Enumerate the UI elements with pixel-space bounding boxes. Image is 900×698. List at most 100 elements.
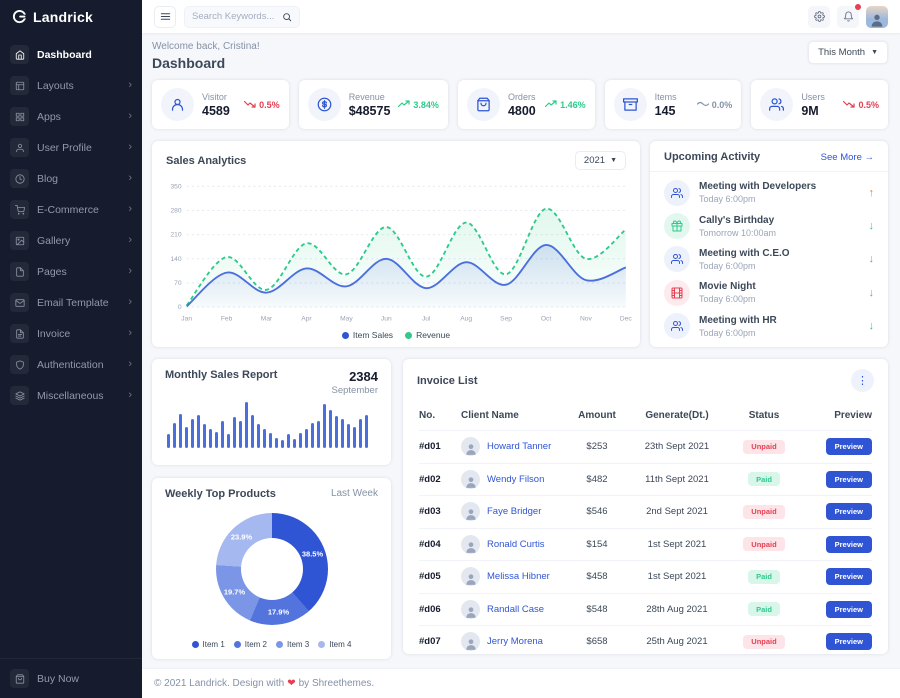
client-name-link[interactable]: Melissa Hibner: [487, 571, 550, 583]
invoice-more-button[interactable]: ⋮: [851, 369, 874, 392]
sidebar-item-user-profile[interactable]: User Profile ›: [0, 134, 142, 161]
preview-button[interactable]: Preview: [825, 633, 872, 651]
status-badge: Unpaid: [743, 504, 785, 519]
sales-analytics-card: Sales Analytics 2021 ▼ 350 280 210 140 70 0 Ja…: [152, 141, 640, 347]
client-name-link[interactable]: Faye Bridger: [487, 506, 542, 518]
year-select[interactable]: 2021 ▼: [574, 151, 626, 170]
chevron-right-icon: ›: [128, 172, 132, 184]
mail-icon: [10, 293, 29, 312]
stat-card-users[interactable]: Users 9M 0.5%: [751, 80, 888, 129]
sidebar-item-invoice[interactable]: Invoice ›: [0, 320, 142, 347]
legend-dot: [341, 331, 349, 339]
sales-bar: [197, 414, 200, 448]
chevron-right-icon: ›: [128, 358, 132, 370]
sales-bar: [293, 438, 296, 448]
preview-button[interactable]: Preview: [825, 503, 872, 521]
invoice-row-d02: #d02 Wendy Filson $482 11th Sept 2021 Pa…: [419, 462, 872, 496]
search-icon[interactable]: [282, 12, 292, 22]
year-select-value: 2021: [583, 155, 606, 166]
legend-item-item-sales[interactable]: Item Sales: [341, 330, 393, 340]
trend-down-icon: [244, 100, 256, 110]
users-icon: [664, 313, 690, 340]
buy-now-button[interactable]: Buy Now: [0, 658, 142, 698]
sidebar-item-label: Invoice: [37, 327, 71, 340]
activity-title: Movie Night: [699, 281, 756, 293]
sidebar-item-gallery[interactable]: Gallery ›: [0, 227, 142, 254]
svg-text:Dec: Dec: [620, 316, 632, 323]
cart-icon: [10, 200, 29, 219]
sidebar-item-email-template[interactable]: Email Template ›: [0, 289, 142, 316]
donut-slice-label: 19.7%: [223, 587, 246, 597]
legend-item-item-2[interactable]: Item 2: [233, 640, 267, 649]
svg-text:Jul: Jul: [422, 316, 431, 323]
sales-bar: [359, 419, 362, 448]
sidebar-item-miscellaneous[interactable]: Miscellaneous ›: [0, 382, 142, 409]
settings-button[interactable]: [808, 5, 830, 28]
sidebar-item-authentication[interactable]: Authentication ›: [0, 351, 142, 378]
svg-text:Nov: Nov: [580, 316, 592, 323]
client-name-link[interactable]: Ronald Curtis: [487, 538, 545, 550]
stat-trend: 0.5%: [843, 100, 879, 110]
client-avatar: [461, 437, 480, 457]
preview-button[interactable]: Preview: [825, 568, 872, 586]
invoice-number: #d07: [419, 636, 441, 648]
preview-button[interactable]: Preview: [825, 600, 872, 618]
preview-button[interactable]: Preview: [825, 470, 872, 488]
invoice-row-d04: #d04 Ronald Curtis $154 1st Sept 2021 Un…: [419, 527, 872, 561]
stat-trend: 1.46%: [544, 100, 586, 110]
sidebar-item-pages[interactable]: Pages ›: [0, 258, 142, 285]
sales-bar: [203, 424, 206, 448]
client-name-link[interactable]: Randall Case: [487, 603, 545, 615]
trend-up-icon: [398, 99, 411, 110]
client-name-link[interactable]: Jerry Morena: [487, 636, 543, 648]
period-select[interactable]: This Month ▼: [808, 41, 888, 64]
activity-item-meeting-with-c-e-o[interactable]: Meeting with C.E.O Today 6:00pm ↓: [664, 246, 874, 273]
shield-icon: [10, 355, 29, 374]
stat-label: Users: [801, 91, 825, 102]
preview-button[interactable]: Preview: [825, 438, 872, 456]
activity-item-cally-s-birthday[interactable]: Cally's Birthday Tomorrow 10:00am ↓: [664, 213, 874, 240]
activity-item-meeting-with-hr[interactable]: Meeting with HR Today 6:00pm ↓: [664, 313, 874, 340]
notifications-button[interactable]: [837, 3, 861, 28]
heart-icon: ❤: [287, 678, 296, 689]
invoice-date: 28th Aug 2021: [646, 603, 708, 615]
notification-badge: [855, 3, 861, 10]
activity-item-movie-night[interactable]: Movie Night Today 6:00pm ↓: [664, 279, 874, 306]
users-icon: [664, 246, 690, 273]
stat-card-visitor[interactable]: Visitor 4589 0.5%: [152, 80, 289, 129]
client-name-link[interactable]: Wendy Filson: [487, 473, 545, 485]
sales-bar: [173, 422, 176, 448]
sidebar-item-apps[interactable]: Apps ›: [0, 103, 142, 130]
sidebar-item-e-commerce[interactable]: E-Commerce ›: [0, 196, 142, 223]
stat-value: 4800: [507, 103, 536, 118]
client-name-link[interactable]: Howard Tanner: [487, 441, 552, 453]
legend-item-revenue[interactable]: Revenue: [405, 330, 450, 340]
sales-bar: [311, 422, 314, 448]
preview-button[interactable]: Preview: [825, 535, 872, 553]
client-avatar: [461, 632, 480, 652]
sidebar-item-blog[interactable]: Blog ›: [0, 165, 142, 192]
stat-card-items[interactable]: Items 145 0.0%: [604, 80, 742, 129]
legend-item-item-3[interactable]: Item 3: [276, 640, 309, 649]
legend-item-item-1[interactable]: Item 1: [191, 640, 225, 649]
donut-slice-label: 38.5%: [301, 549, 324, 559]
brand-logo[interactable]: Landrick: [0, 0, 142, 33]
see-more-link[interactable]: See More →: [820, 151, 874, 163]
search-input[interactable]: [192, 11, 282, 22]
weekly-products-period: Last Week: [330, 488, 378, 499]
status-badge: Paid: [748, 472, 780, 487]
weekly-products-donut-chart: 38.5% 17.9% 19.7% 23.9%: [215, 513, 328, 625]
legend-item-item-4[interactable]: Item 4: [318, 640, 351, 649]
sidebar-item-layouts[interactable]: Layouts ›: [0, 72, 142, 99]
period-select-value: This Month: [818, 47, 866, 58]
stat-card-revenue[interactable]: Revenue $48575 3.84%: [298, 80, 448, 129]
activity-item-meeting-with-developers[interactable]: Meeting with Developers Today 6:00pm ↑: [664, 179, 874, 206]
stat-card-orders[interactable]: Orders 4800 1.46%: [457, 80, 595, 129]
svg-text:140: 140: [170, 256, 181, 263]
user-avatar[interactable]: [866, 5, 888, 28]
hamburger-menu-button[interactable]: [154, 5, 176, 28]
invoice-row-d01: #d01 Howard Tanner $253 23th Sept 2021 U…: [419, 430, 872, 463]
sidebar-item-dashboard[interactable]: Dashboard: [0, 41, 142, 68]
invoice-row-d06: #d06 Randall Case $548 28th Aug 2021 Pai…: [419, 592, 872, 626]
page-title: Dashboard: [152, 55, 226, 71]
